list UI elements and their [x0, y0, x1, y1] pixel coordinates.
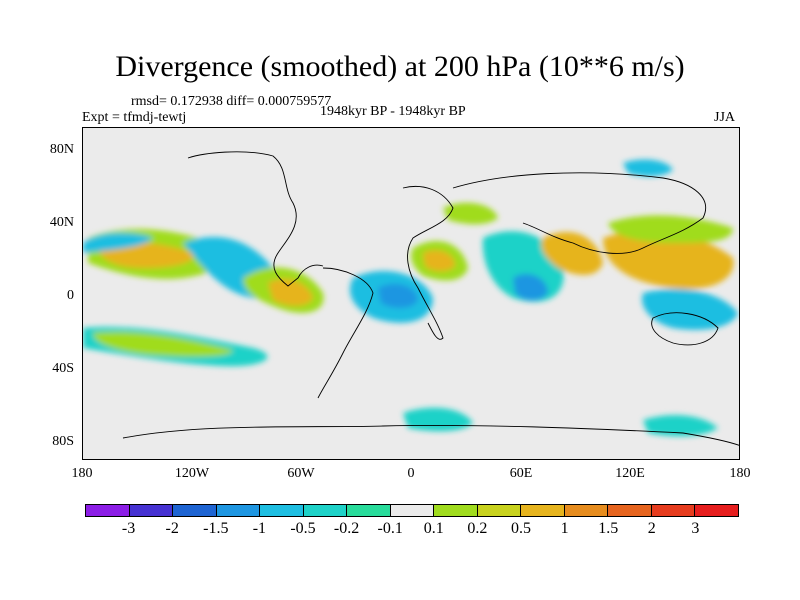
colorbar-label: -0.2: [333, 520, 360, 537]
divergence-fields: [83, 159, 738, 437]
field-cyan-north: [623, 159, 673, 177]
field-orange-indian: [541, 232, 603, 275]
lon-label: 60W: [287, 466, 315, 481]
field-cyan-antarctic-2: [643, 415, 718, 437]
colorbar-label: 0.2: [467, 520, 488, 537]
colorbar-cell: [521, 505, 565, 516]
colorbar-cell: [216, 505, 261, 516]
lon-label: 120E: [615, 466, 645, 481]
map-panel: [82, 127, 740, 460]
lat-label: 80N: [49, 142, 74, 157]
field-cyan-northpac: [83, 233, 153, 253]
colorbar-label: -3: [121, 520, 136, 537]
stats-label: rmsd= 0.172938 diff= 0.000759577: [131, 94, 332, 109]
period-label: 1948kyr BP - 1948kyr BP: [320, 104, 466, 119]
colorbar-cell: [347, 505, 391, 516]
field-cyan-antarctic: [403, 407, 473, 432]
field-orange-central: [268, 278, 313, 306]
experiment-label: Expt = tfmdj-tewtj: [82, 110, 187, 125]
lat-label: 80S: [52, 434, 74, 449]
colorbar-label: 0.5: [511, 520, 531, 537]
colorbar-label: -1.5: [203, 520, 229, 537]
field-orange-wpac: [603, 230, 734, 289]
map-svg: [83, 151, 739, 446]
field-green-wpac: [608, 215, 733, 243]
lon-label: 60E: [509, 466, 533, 481]
season-label: JJA: [714, 110, 736, 125]
coast-australia: [651, 312, 719, 346]
colorbar-cell: [260, 505, 304, 516]
colorbar-label: 1.5: [598, 520, 619, 537]
lat-label: 40S: [52, 361, 74, 376]
lon-label: 120W: [174, 466, 210, 481]
colorbar-label: 3: [691, 520, 700, 537]
colorbar-cell: [173, 505, 217, 516]
map-title: Divergence (smoothed) at 200 hPa (10**6 …: [115, 50, 685, 83]
lon-label: 0: [407, 466, 415, 481]
colorbar-cell: [86, 505, 130, 516]
lat-label: 0: [67, 288, 74, 303]
coast-asia: [452, 172, 706, 254]
field-green-north: [443, 202, 498, 225]
coast-north-america: [187, 151, 324, 287]
colorbar: [85, 504, 739, 517]
colorbar-label: 2: [647, 520, 656, 537]
coast-antarctica: [122, 425, 739, 446]
colorbar-label: -1: [252, 520, 267, 537]
lat-label: 40N: [49, 215, 74, 230]
colorbar-cell: [390, 505, 435, 516]
colorbar-cell: [477, 505, 522, 516]
colorbar-label: -0.5: [290, 520, 316, 537]
colorbar-label: -2: [165, 520, 179, 537]
field-orange-africa: [423, 250, 455, 272]
field-blue-indian: [513, 273, 548, 301]
colorbar-cell: [129, 505, 174, 516]
colorbar-cell: [608, 505, 652, 516]
coastlines: [122, 151, 739, 446]
lon-label: 180: [71, 466, 93, 481]
colorbar-cell: [564, 505, 609, 516]
colorbar-label: 0.1: [423, 520, 444, 537]
coast-europe-africa: [402, 186, 454, 340]
coast-south-america: [317, 267, 374, 399]
colorbar-label: -0.1: [377, 520, 403, 537]
colorbar-label: 1: [560, 520, 569, 537]
field-cyan-australia: [642, 289, 738, 330]
field-green-southpac: [93, 331, 233, 357]
colorbar-cell: [303, 505, 348, 516]
field-blue-atlantic: [378, 283, 418, 308]
colorbar-cell: [434, 505, 478, 516]
lon-label: 180: [729, 466, 751, 481]
colorbar-cell: [695, 505, 738, 516]
colorbar-cell: [651, 505, 696, 516]
